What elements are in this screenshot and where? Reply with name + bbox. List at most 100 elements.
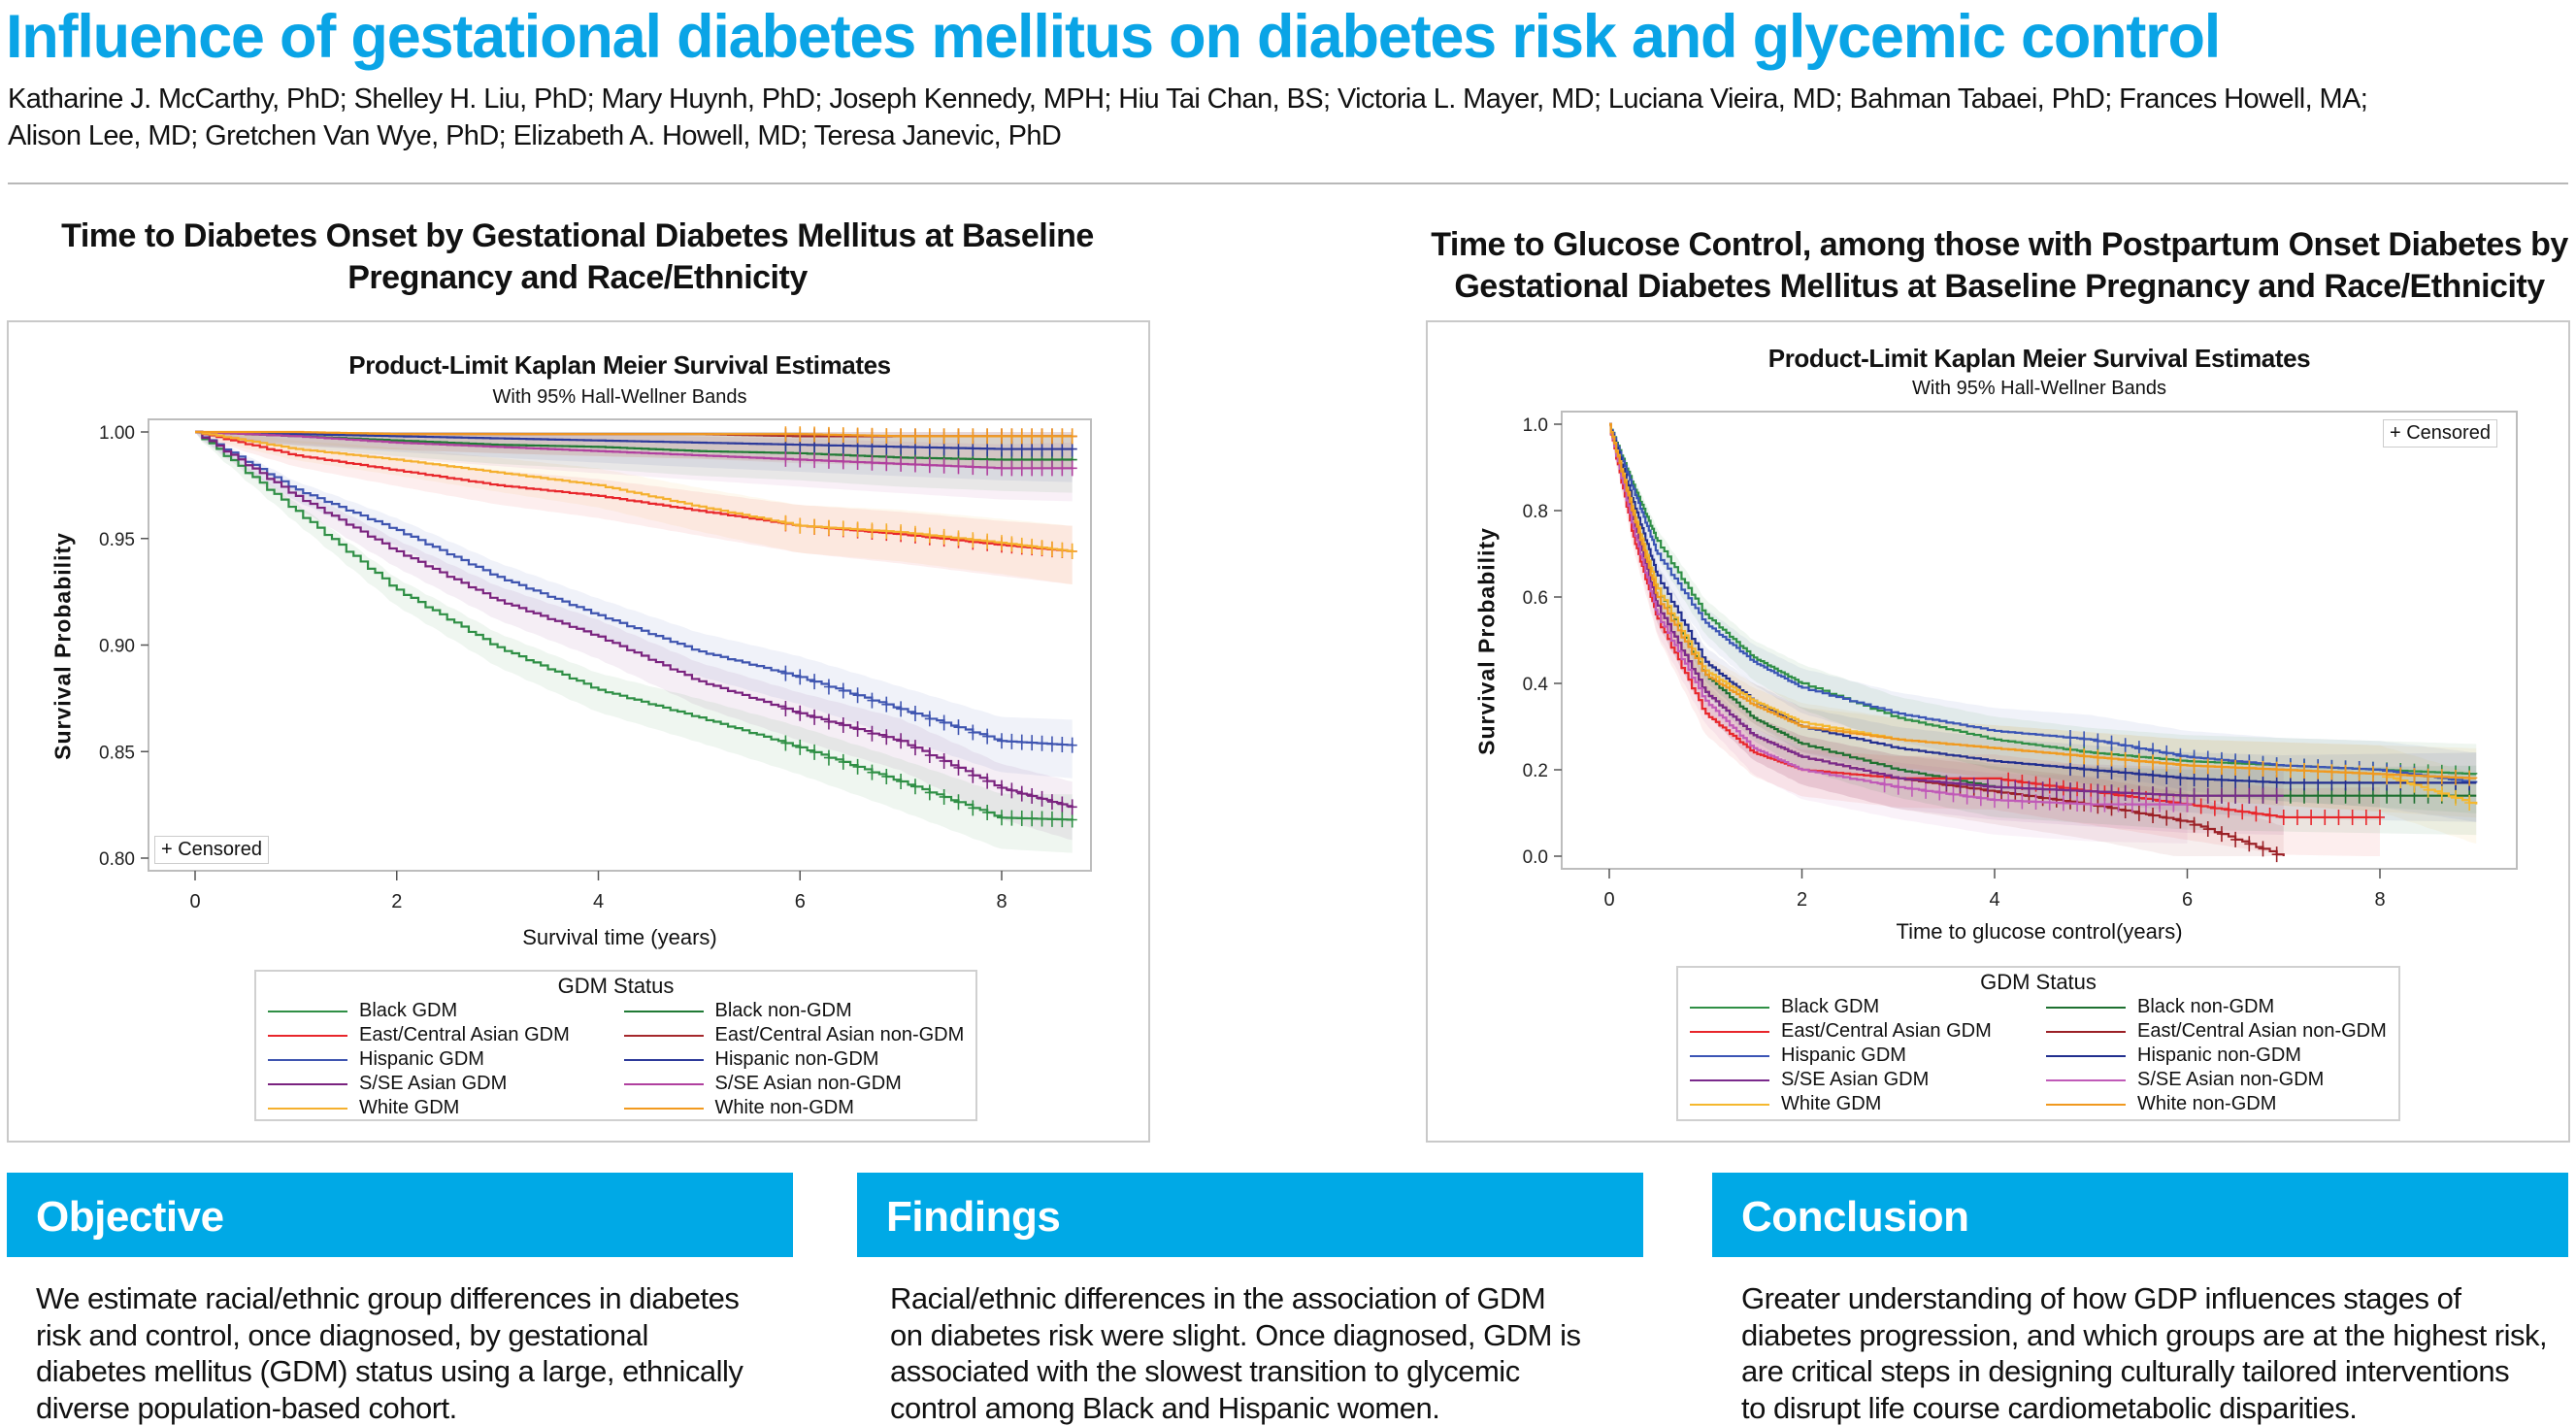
legend-label: Hispanic GDM: [1781, 1045, 1906, 1067]
conclusion-line: are critical steps in designing cultural…: [1741, 1353, 2568, 1390]
left-y-tick-label: 0.95: [99, 530, 135, 550]
right-x-tick-label: 6: [2182, 889, 2193, 911]
right-y-tick-label: 0.0: [1523, 847, 1548, 868]
legend-swatch: [2046, 1104, 2126, 1106]
left-x-tick-label: 2: [391, 891, 402, 912]
left-x-axis-label: Survival time (years): [149, 925, 1091, 950]
legend-swatch: [268, 1035, 347, 1037]
left-censored-legend: + Censored: [154, 836, 269, 864]
legend-item: Black GDM: [260, 999, 616, 1023]
left-y-tick-label: 1.00: [99, 423, 135, 444]
right-chart-title: Product-Limit Kaplan Meier Survival Esti…: [1562, 344, 2517, 374]
conclusion-heading: Conclusion: [1712, 1173, 2568, 1257]
legend-item: Hispanic non-GDM: [616, 1047, 973, 1072]
legend-label: S/SE Asian non-GDM: [715, 1073, 902, 1095]
objective-line: We estimate racial/ethnic group differen…: [36, 1280, 793, 1317]
legend-item: East/Central Asian non-GDM: [616, 1023, 973, 1047]
legend-swatch: [1690, 1104, 1769, 1106]
conclusion-line: Greater understanding of how GDP influen…: [1741, 1280, 2568, 1317]
right-y-tick-label: 0.2: [1523, 761, 1548, 781]
left-chart-subtitle: With 95% Hall-Wellner Bands: [149, 386, 1091, 409]
legend-item: S/SE Asian non-GDM: [2038, 1068, 2394, 1092]
findings-line: Racial/ethnic differences in the associa…: [890, 1280, 1643, 1317]
legend-label: Black GDM: [359, 1000, 457, 1022]
legend-label: East/Central Asian GDM: [359, 1024, 570, 1046]
legend-label: White GDM: [359, 1097, 459, 1119]
legend-swatch: [268, 1011, 347, 1012]
findings-text: Racial/ethnic differences in the associa…: [857, 1257, 1643, 1426]
legend-item: White non-GDM: [616, 1096, 973, 1120]
findings-line: on diabetes risk were slight. Once diagn…: [890, 1317, 1643, 1354]
legend-label: S/SE Asian GDM: [1781, 1069, 1929, 1091]
legend-item: Black non-GDM: [2038, 995, 2394, 1019]
legend-swatch: [1690, 1007, 1769, 1009]
legend-swatch: [2046, 1031, 2126, 1033]
right-x-tick-label: 4: [1989, 889, 1999, 911]
legend-label: S/SE Asian non-GDM: [2137, 1069, 2324, 1091]
legend-item: Hispanic non-GDM: [2038, 1044, 2394, 1068]
legend-swatch: [268, 1059, 347, 1061]
legend-swatch: [268, 1108, 347, 1110]
objective-heading: Objective: [7, 1173, 793, 1257]
legend-swatch: [1690, 1031, 1769, 1033]
legend-item: S/SE Asian non-GDM: [616, 1072, 973, 1096]
right-y-tick-label: 1.0: [1523, 415, 1548, 436]
legend-item: Hispanic GDM: [260, 1047, 616, 1072]
legend-item: White GDM: [1682, 1092, 2038, 1116]
legend-item: S/SE Asian GDM: [1682, 1068, 2038, 1092]
left-x-tick-label: 4: [593, 891, 604, 912]
legend-swatch: [2046, 1007, 2126, 1009]
legend-swatch: [2046, 1079, 2126, 1081]
left-y-axis-label: Survival Probability: [50, 525, 77, 768]
conclusion-line: to disrupt life course cardiometabolic d…: [1741, 1390, 2568, 1426]
legend-label: White non-GDM: [715, 1097, 854, 1119]
left-x-tick-label: 8: [996, 891, 1007, 912]
objective-line: diabetes mellitus (GDM) status using a l…: [36, 1353, 793, 1390]
findings-heading: Findings: [857, 1173, 1643, 1257]
legend-swatch: [624, 1011, 704, 1012]
right-y-axis-label: Survival Probability: [1474, 520, 1501, 763]
legend-item: Black non-GDM: [616, 999, 973, 1023]
legend-label: S/SE Asian GDM: [359, 1073, 507, 1095]
legend-swatch: [624, 1059, 704, 1061]
left-y-tick-label: 0.85: [99, 743, 135, 763]
legend-item: Black GDM: [1682, 995, 2038, 1019]
legend-item: White GDM: [260, 1096, 616, 1120]
left-x-tick-label: 0: [189, 891, 200, 912]
right-y-tick-label: 0.4: [1523, 675, 1549, 695]
findings-line: control among Black and Hispanic women.: [890, 1390, 1643, 1426]
left-y-tick-label: 0.80: [99, 849, 135, 870]
legend-item: East/Central Asian non-GDM: [2038, 1019, 2394, 1044]
legend-label: Hispanic non-GDM: [715, 1048, 879, 1071]
legend-label: East/Central Asian non-GDM: [2137, 1020, 2387, 1043]
right-x-tick-label: 2: [1797, 889, 1807, 911]
legend-swatch: [1690, 1079, 1769, 1081]
legend-item: S/SE Asian GDM: [260, 1072, 616, 1096]
legend-label: Hispanic non-GDM: [2137, 1045, 2301, 1067]
legend-label: White GDM: [1781, 1093, 1881, 1115]
conclusion-line: diabetes progression, and which groups a…: [1741, 1317, 2568, 1354]
right-x-tick-label: 0: [1603, 889, 1614, 911]
legend-label: Black GDM: [1781, 996, 1879, 1018]
right-legend-title: GDM Status: [1678, 970, 2398, 995]
legend-label: Black non-GDM: [2137, 996, 2274, 1018]
legend-item: Hispanic GDM: [1682, 1044, 2038, 1068]
legend-swatch: [624, 1035, 704, 1037]
findings-section: Findings Racial/ethnic differences in th…: [857, 1173, 1643, 1426]
legend-swatch: [624, 1083, 704, 1085]
legend-swatch: [1690, 1055, 1769, 1057]
right-x-axis-label: Time to glucose control(years): [1562, 919, 2517, 945]
legend-label: East/Central Asian GDM: [1781, 1020, 1992, 1043]
right-chart-subtitle: With 95% Hall-Wellner Bands: [1562, 378, 2517, 400]
left-legend-title: GDM Status: [256, 974, 975, 999]
left-chart-title: Product-Limit Kaplan Meier Survival Esti…: [149, 350, 1091, 381]
objective-section: Objective We estimate racial/ethnic grou…: [7, 1173, 793, 1426]
legend-item: White non-GDM: [2038, 1092, 2394, 1116]
legend-label: White non-GDM: [2137, 1093, 2276, 1115]
legend-label: Hispanic GDM: [359, 1048, 484, 1071]
left-y-tick-label: 0.90: [99, 637, 135, 657]
legend-label: Black non-GDM: [715, 1000, 852, 1022]
legend-label: East/Central Asian non-GDM: [715, 1024, 965, 1046]
objective-text: We estimate racial/ethnic group differen…: [7, 1257, 793, 1426]
